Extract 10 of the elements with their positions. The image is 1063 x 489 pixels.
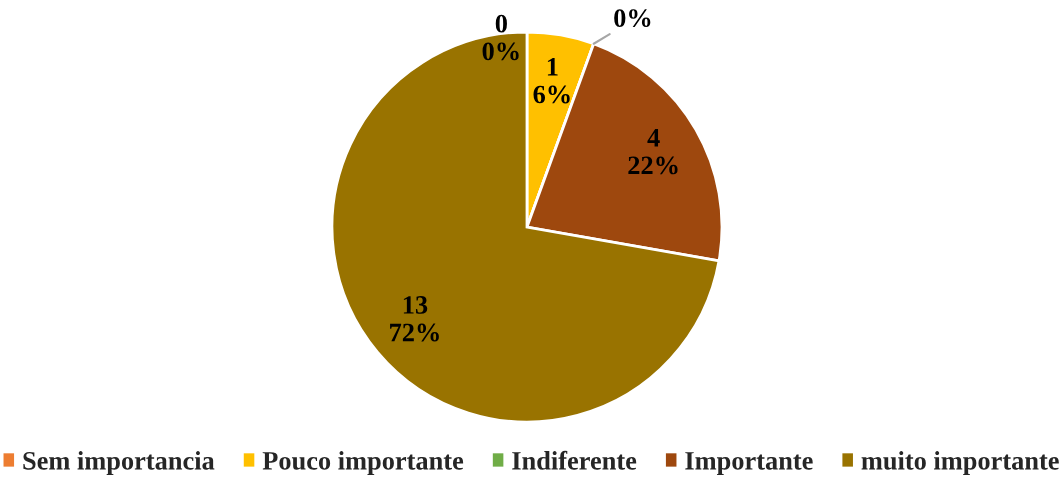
- data-label: 4 22%: [628, 129, 678, 175]
- legend-label: Importante: [685, 452, 813, 476]
- legend-label: Sem importancia: [23, 451, 215, 476]
- data-label: 1 6%: [533, 58, 570, 104]
- legend-label: muito importante: [861, 451, 1059, 476]
- legend-label: Indiferente: [512, 450, 637, 470]
- legend-label: Pouco importante: [262, 451, 464, 476]
- text: 0 0%: [482, 14, 519, 61]
- text: 0%: [614, 9, 651, 28]
- data-label: 13 72%: [390, 296, 439, 342]
